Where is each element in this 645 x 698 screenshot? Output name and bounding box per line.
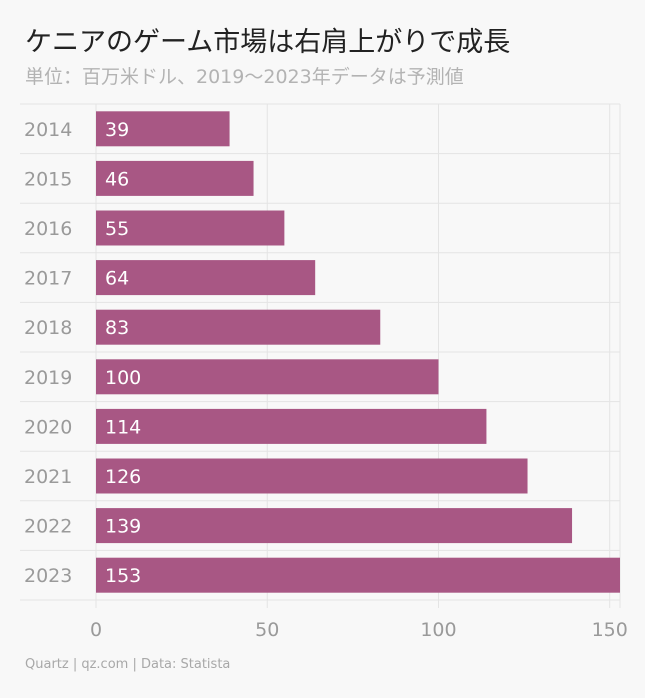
x-tick-label: 0 [90,619,102,641]
category-label: 2019 [24,367,72,389]
value-label: 100 [105,367,141,389]
category-label: 2017 [24,268,72,290]
chart-subtitle: 単位：百万米ドル、2019〜2023年データは予測値 [25,66,464,88]
value-label: 83 [105,317,129,339]
value-label: 139 [105,516,141,538]
value-label: 126 [105,466,141,488]
value-label: 39 [105,119,129,141]
category-label: 2020 [24,416,72,438]
bar [96,160,254,196]
category-label: 2014 [24,119,72,141]
category-label: 2018 [24,317,72,339]
value-label: 64 [105,268,129,290]
category-label: 2021 [24,466,72,488]
bar [96,210,285,246]
source-credit: Quartz | qz.com | Data: Statista [25,657,231,672]
category-label: 2015 [24,168,72,190]
bar [96,458,528,494]
value-label: 46 [105,168,129,190]
bar [96,260,316,296]
value-label: 114 [105,416,141,438]
bar [96,408,487,444]
bar [96,557,620,593]
bar [96,359,439,395]
bar [96,111,230,147]
bar [96,309,381,345]
chart-title: ケニアのゲーム市場は右肩上がりで成長 [25,27,511,58]
value-label: 55 [105,218,129,240]
x-tick-label: 150 [592,619,628,641]
value-label: 153 [105,565,141,587]
bar [96,508,573,544]
category-label: 2016 [24,218,72,240]
category-label: 2022 [24,516,72,538]
x-tick-label: 50 [255,619,279,641]
x-tick-label: 100 [420,619,456,641]
category-label: 2023 [24,565,72,587]
